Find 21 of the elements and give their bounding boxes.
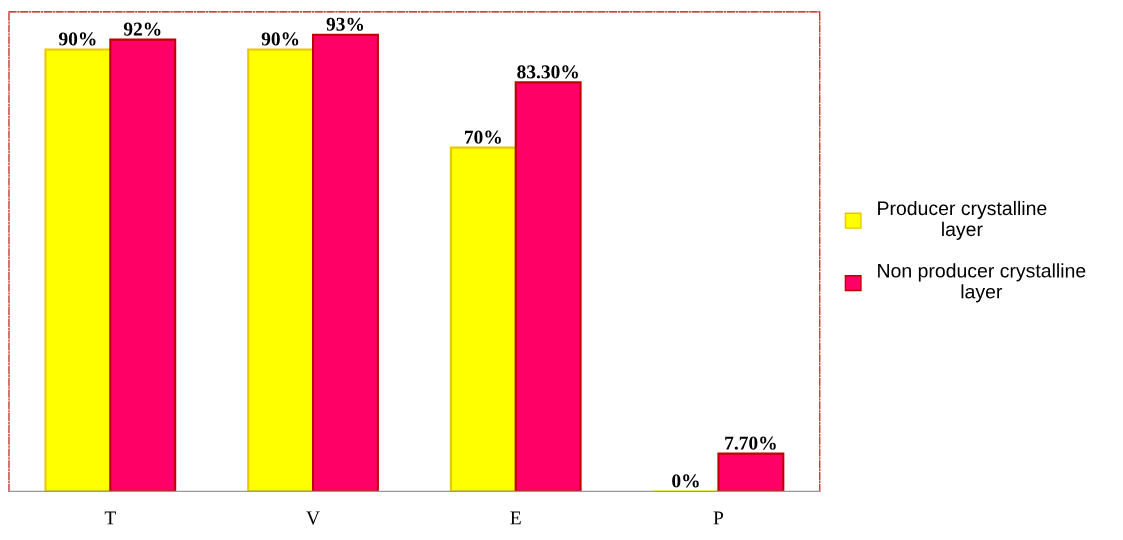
data-label: 7.70% — [725, 436, 776, 450]
bar — [247, 48, 315, 492]
x-tick-label: P — [713, 511, 724, 525]
x-tick-label: E — [510, 511, 521, 525]
bar — [449, 146, 517, 492]
bar — [514, 81, 582, 492]
bar — [717, 452, 785, 492]
legend-label: Non producer crystalline layer — [878, 263, 1086, 303]
data-label: 0% — [672, 474, 699, 488]
bar — [44, 48, 112, 492]
data-label: 90% — [261, 32, 299, 46]
bar — [109, 38, 177, 492]
legend-label: Producer crystalline layer — [878, 200, 1047, 240]
x-tick-label: T — [104, 511, 116, 525]
data-label: 93% — [326, 17, 364, 31]
data-label: 90% — [58, 32, 96, 46]
bar — [312, 33, 379, 492]
data-label: 92% — [123, 22, 161, 36]
x-tick-label: V — [306, 511, 320, 525]
data-label: 70% — [464, 130, 501, 144]
data-label: 83.30% — [517, 65, 578, 79]
